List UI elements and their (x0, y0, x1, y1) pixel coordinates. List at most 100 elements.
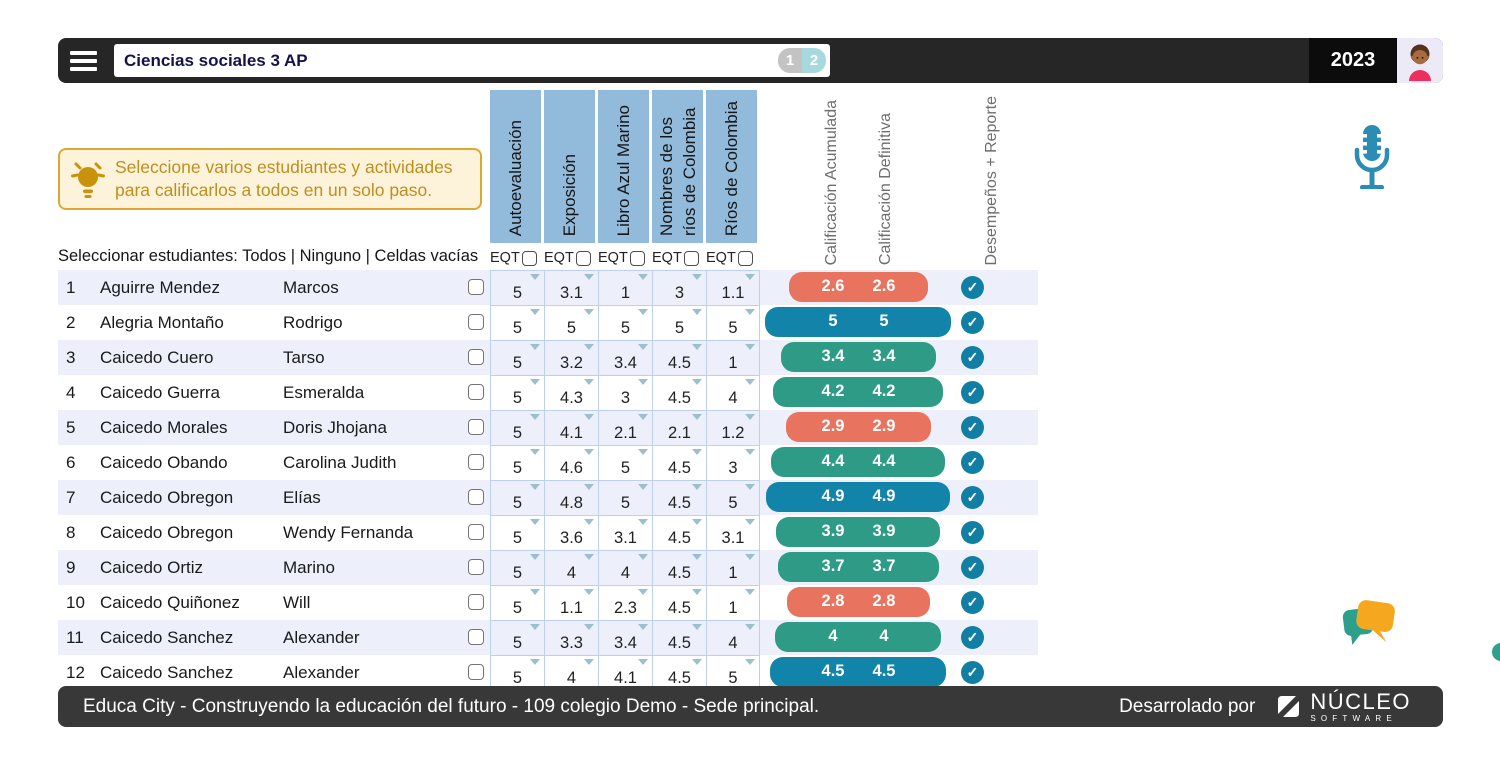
grade-cell[interactable]: 4.5 (652, 655, 706, 690)
eqt-checkbox[interactable] (575, 250, 591, 266)
grade-cell[interactable]: 2.1 (652, 410, 706, 445)
grade-cell[interactable]: 4.5 (652, 585, 706, 620)
grade-cell[interactable]: 1 (706, 585, 760, 620)
grade-summary-pill[interactable] (770, 657, 946, 687)
grade-cell[interactable]: 4 (598, 550, 652, 585)
column-header-activity[interactable]: Libro Azul Marino (598, 90, 649, 243)
check-circle-icon[interactable]: ✓ (961, 626, 984, 649)
page-2-button[interactable]: 2 (802, 48, 826, 73)
eqt-checkbox[interactable] (629, 250, 645, 266)
grade-cell[interactable]: 4.5 (652, 515, 706, 550)
grade-cell[interactable]: 4.5 (652, 620, 706, 655)
grade-cell[interactable]: 3.1 (598, 515, 652, 550)
column-header-activity[interactable]: Autoevaluación (490, 90, 541, 243)
page-1-button[interactable]: 1 (778, 48, 802, 73)
check-circle-icon[interactable]: ✓ (961, 591, 984, 614)
grade-cell[interactable]: 4.8 (544, 480, 598, 515)
edge-floating-button[interactable] (1492, 643, 1500, 661)
grade-cell[interactable]: 4 (706, 375, 760, 410)
grade-cell[interactable]: 1 (706, 550, 760, 585)
check-circle-icon[interactable]: ✓ (961, 346, 984, 369)
student-checkbox[interactable] (468, 279, 484, 295)
grade-cell[interactable]: 4.1 (598, 655, 652, 690)
chat-bubbles-icon[interactable] (1338, 596, 1404, 673)
select-all-link[interactable]: Todos (242, 247, 287, 265)
grade-cell[interactable]: 5 (598, 480, 652, 515)
eqt-checkbox[interactable] (683, 250, 699, 266)
grade-cell[interactable]: 4.5 (652, 445, 706, 480)
grade-cell[interactable]: 4.5 (652, 550, 706, 585)
avatar[interactable] (1397, 38, 1443, 83)
grade-cell[interactable]: 5 (490, 550, 544, 585)
student-checkbox[interactable] (468, 559, 484, 575)
grade-cell[interactable]: 1.2 (706, 410, 760, 445)
grade-cell[interactable]: 4.5 (652, 340, 706, 375)
grade-cell[interactable]: 5 (706, 480, 760, 515)
select-empty-cells-link[interactable]: Celdas vacías (374, 247, 479, 265)
course-title-input[interactable]: Ciencias sociales 3 AP 1 2 (114, 44, 830, 77)
grade-summary-pill[interactable] (786, 587, 930, 617)
grade-cell[interactable]: 5 (490, 445, 544, 480)
grade-summary-pill[interactable] (775, 622, 941, 652)
column-header-activity[interactable]: Nombres de los ríos de Colombia (652, 90, 703, 243)
microphone-icon[interactable] (1350, 123, 1394, 208)
grade-summary-pill[interactable] (788, 272, 928, 302)
grade-cell[interactable]: 4 (544, 655, 598, 690)
student-checkbox[interactable] (468, 489, 484, 505)
check-circle-icon[interactable]: ✓ (961, 521, 984, 544)
select-none-link[interactable]: Ninguno (299, 247, 362, 265)
grade-cell[interactable]: 3.4 (598, 620, 652, 655)
grade-cell[interactable]: 3.2 (544, 340, 598, 375)
grade-cell[interactable]: 4 (706, 620, 760, 655)
grade-cell[interactable]: 4 (544, 550, 598, 585)
check-circle-icon[interactable]: ✓ (961, 416, 984, 439)
grade-cell[interactable]: 3 (598, 375, 652, 410)
grade-cell[interactable]: 5 (490, 585, 544, 620)
grade-cell[interactable]: 5 (490, 340, 544, 375)
grade-cell[interactable]: 5 (544, 305, 598, 340)
grade-cell[interactable]: 5 (598, 305, 652, 340)
grade-cell[interactable]: 5 (490, 410, 544, 445)
eqt-checkbox[interactable] (521, 250, 537, 266)
grade-cell[interactable]: 1.1 (544, 585, 598, 620)
student-checkbox[interactable] (468, 524, 484, 540)
grade-cell[interactable]: 5 (490, 305, 544, 340)
grade-summary-pill[interactable] (777, 552, 939, 582)
grade-cell[interactable]: 3.1 (706, 515, 760, 550)
check-circle-icon[interactable]: ✓ (961, 381, 984, 404)
grade-summary-pill[interactable] (771, 447, 945, 477)
grade-cell[interactable]: 5 (490, 480, 544, 515)
grade-summary-pill[interactable] (765, 307, 951, 337)
student-checkbox[interactable] (468, 314, 484, 330)
grade-cell[interactable]: 2.1 (598, 410, 652, 445)
student-checkbox[interactable] (468, 664, 484, 680)
grade-cell[interactable]: 4.3 (544, 375, 598, 410)
grade-cell[interactable]: 5 (706, 655, 760, 690)
grade-cell[interactable]: 5 (652, 305, 706, 340)
student-checkbox[interactable] (468, 419, 484, 435)
grade-cell[interactable]: 5 (706, 305, 760, 340)
student-checkbox[interactable] (468, 454, 484, 470)
grade-cell[interactable]: 1 (706, 340, 760, 375)
grade-cell[interactable]: 5 (598, 445, 652, 480)
check-circle-icon[interactable]: ✓ (961, 661, 984, 684)
column-header-activity[interactable]: Exposición (544, 90, 595, 243)
grade-cell[interactable]: 3 (652, 270, 706, 305)
grade-cell[interactable]: 3.1 (544, 270, 598, 305)
grade-cell[interactable]: 4.5 (652, 375, 706, 410)
grade-cell[interactable]: 3.6 (544, 515, 598, 550)
grade-cell[interactable]: 3.4 (598, 340, 652, 375)
grade-summary-pill[interactable] (785, 412, 931, 442)
grade-cell[interactable]: 5 (490, 620, 544, 655)
column-header-activity[interactable]: Ríos de Colombia (706, 90, 757, 243)
eqt-checkbox[interactable] (737, 250, 753, 266)
grade-cell[interactable]: 5 (490, 655, 544, 690)
check-circle-icon[interactable]: ✓ (961, 276, 984, 299)
grade-cell[interactable]: 5 (490, 375, 544, 410)
check-circle-icon[interactable]: ✓ (961, 486, 984, 509)
grade-cell[interactable]: 2.3 (598, 585, 652, 620)
hamburger-icon[interactable] (58, 50, 112, 71)
grade-cell[interactable]: 5 (490, 270, 544, 305)
grade-cell[interactable]: 1.1 (706, 270, 760, 305)
grade-cell[interactable]: 4.6 (544, 445, 598, 480)
